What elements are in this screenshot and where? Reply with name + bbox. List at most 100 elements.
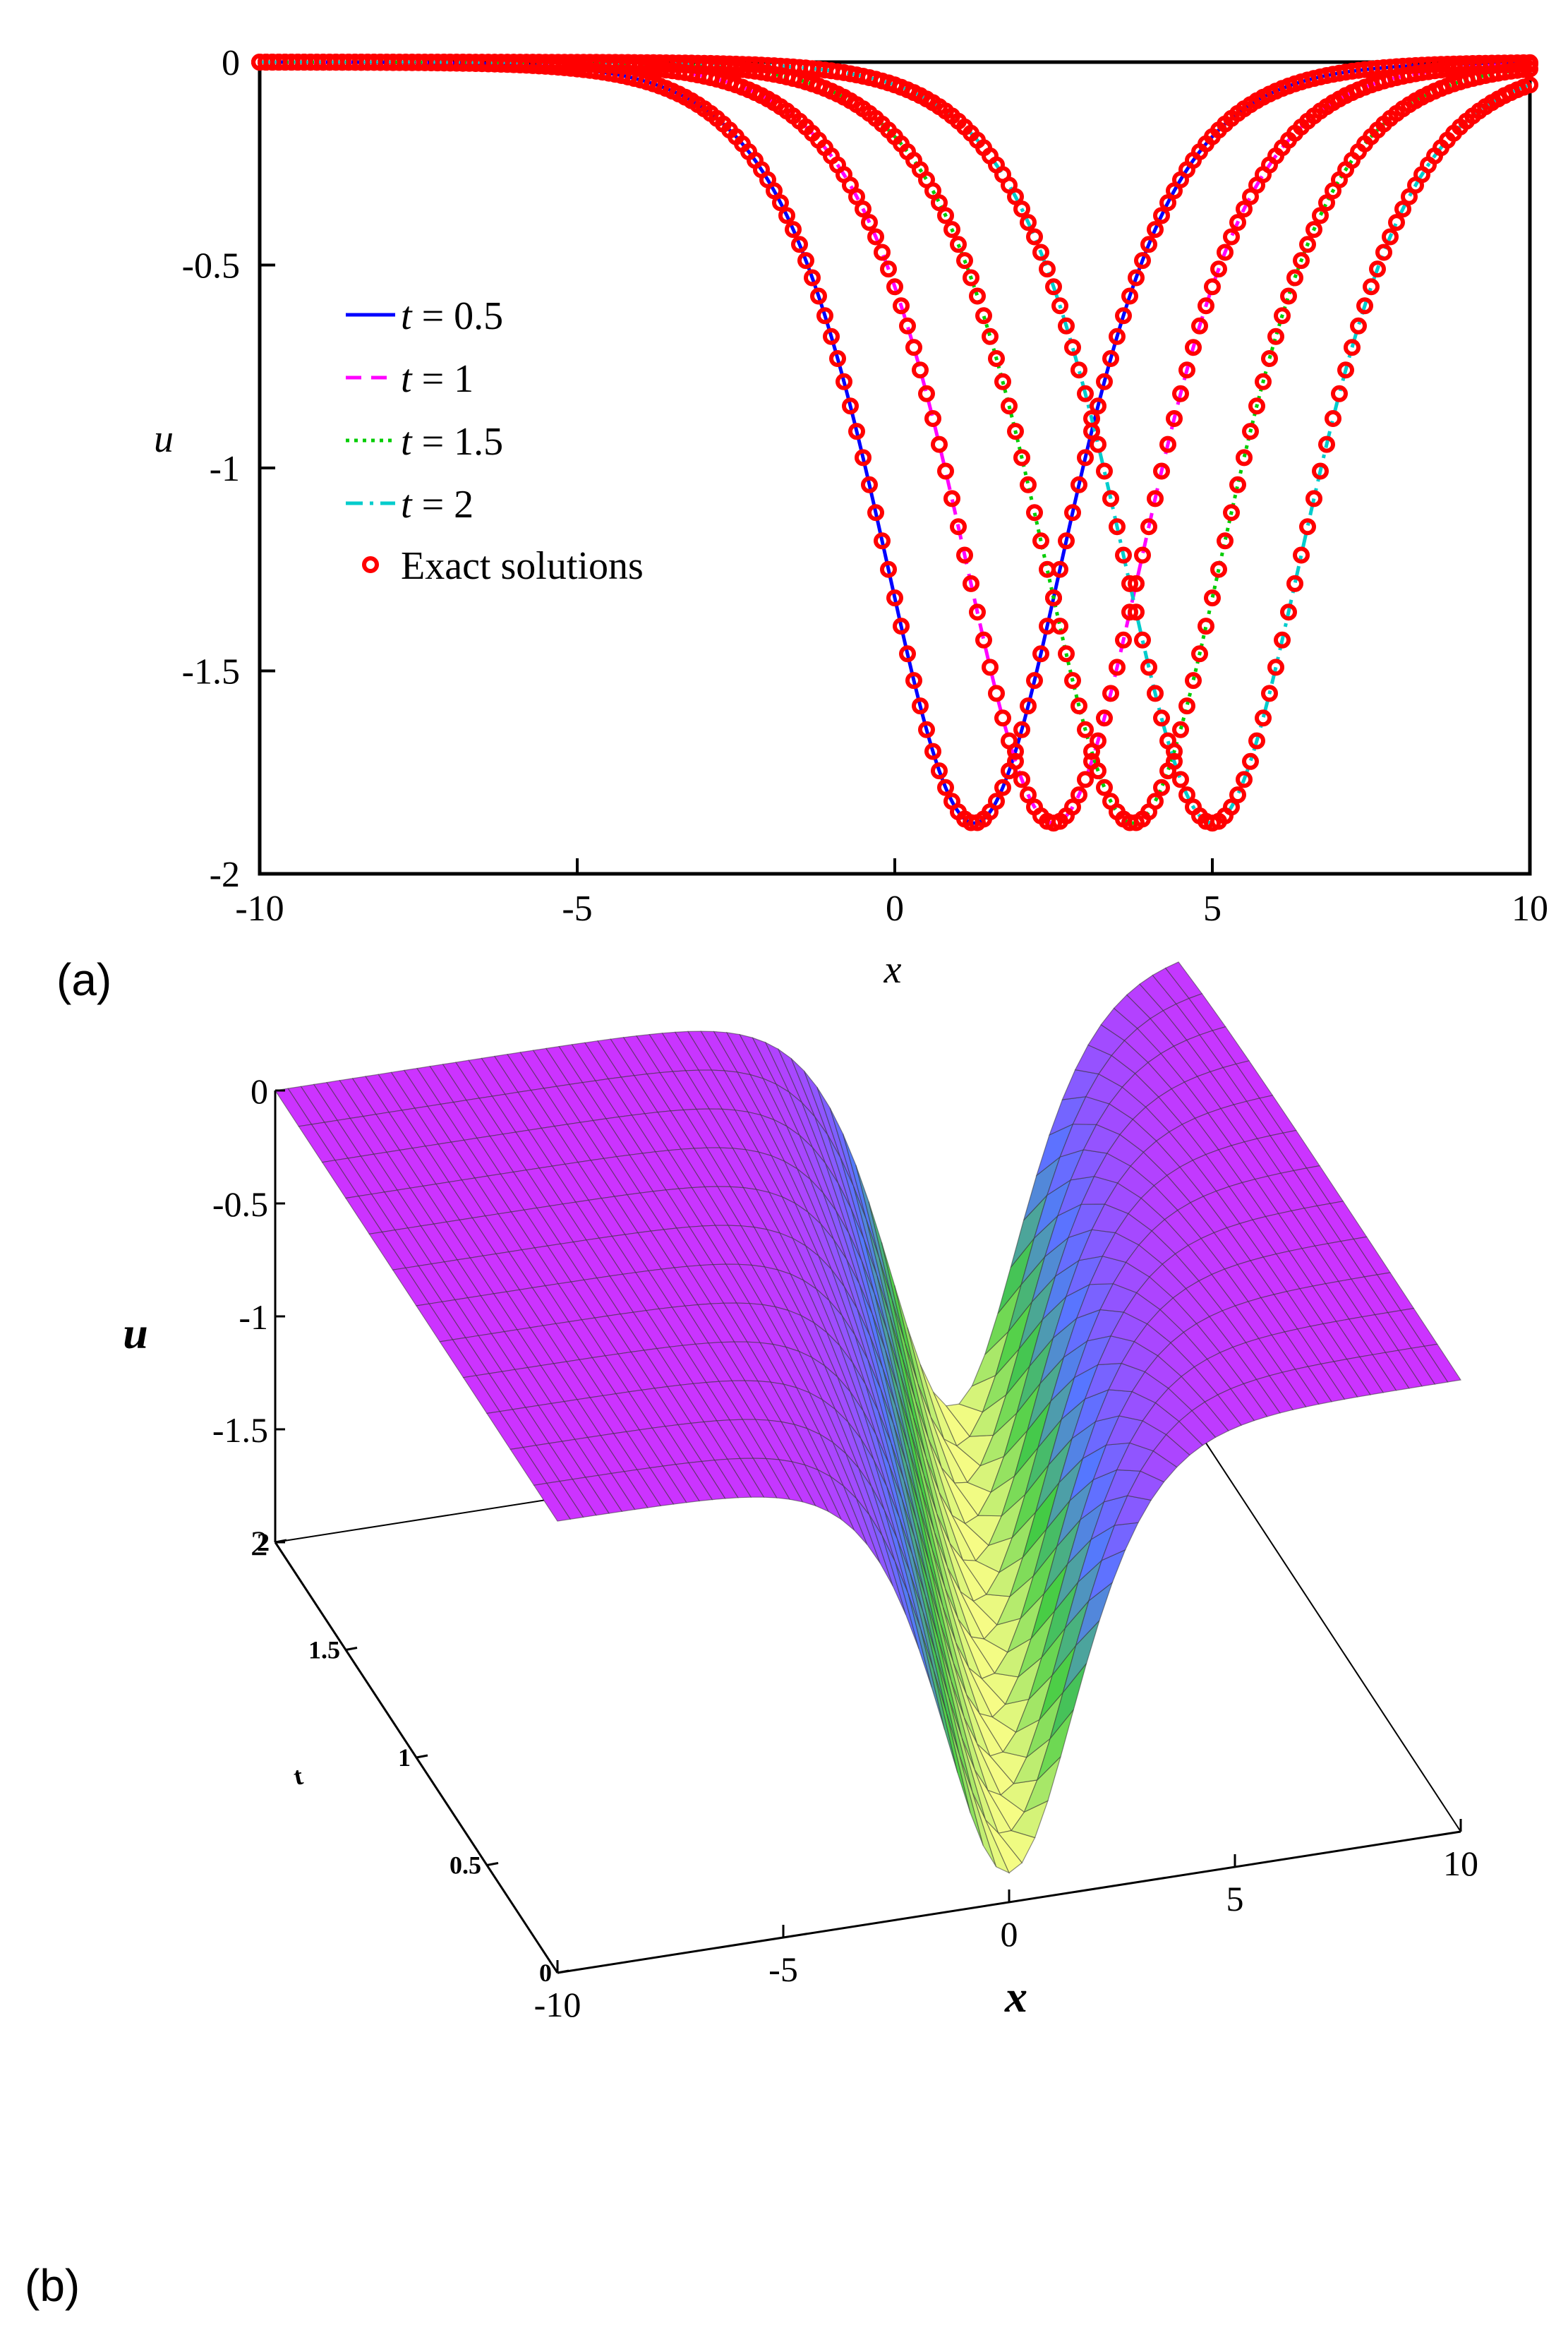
exact-solution-point [924,410,941,427]
exact-solution-point [1134,252,1151,270]
x-tick-label: -10 [235,889,284,929]
exact-solution-point [1191,645,1208,663]
exact-solution-point [1109,659,1126,676]
exact-solution-point [1045,278,1062,296]
exact-solution-point [1178,697,1195,715]
exact-solution-point [1083,743,1100,760]
exact-solution-point [1058,645,1075,663]
exact-solution-point [1331,385,1348,402]
exact-solution-point [1178,786,1195,804]
exact-solution-point [836,373,852,390]
y-tick-label: -1 [210,449,240,489]
exact-solution-point [1071,786,1087,804]
legend-entry-var: t [401,294,413,338]
exact-solution-point [1286,575,1303,592]
x-tick-label: 10 [1512,889,1548,929]
exact-solution-point [1007,423,1024,440]
exact-solution-point [880,560,897,578]
legend-entry: t = 1.5 [401,420,503,464]
exact-solution-point [1058,317,1075,335]
exact-solution-point [1344,339,1361,356]
legend-entry-value: = 1.5 [412,420,504,464]
exact-solution-point [988,793,1005,810]
exact-solution-point [880,260,897,278]
exact-solution-point [867,504,884,522]
legend-swatch-exact [362,556,379,573]
exact-solution-point [867,228,884,246]
exact-solution-point [1153,709,1170,727]
exact-solution-point [1090,435,1106,453]
exact-solution-point [1121,603,1138,621]
x-axis-title: x [883,948,902,992]
surface-t-tick-mark [345,1647,358,1651]
surface-t-tick-label: 0.5 [450,1851,481,1880]
exact-solution-point [1185,339,1202,356]
plot-a-frame [258,60,1532,876]
exact-solution-point [1020,786,1037,804]
exact-solution-point [1325,410,1341,427]
exact-solution-point [1299,518,1316,536]
exact-solution-point [1032,532,1049,550]
exact-solution-point [931,762,948,780]
exact-solution-point [1153,779,1170,796]
surface-t-tick-mark [486,1862,499,1866]
exact-solution-point [1071,361,1087,379]
y-axis-ticks: 0 -0.5 -1 -1.5 -2 [182,43,275,895]
exact-solution-point [848,423,865,440]
exact-solution-point [982,328,999,345]
exact-solution-point [861,214,878,232]
exact-solution-point [1305,221,1322,239]
exact-solution-point [950,518,967,536]
exact-solution-point [804,269,821,287]
exact-solution-point [1140,659,1157,676]
exact-solution-point [1178,361,1195,379]
exact-solution-point [1128,269,1145,287]
exact-solution-point [905,339,922,356]
exact-solution-point [1020,476,1037,493]
exact-solution-point [1140,518,1157,536]
y-tick-label: -2 [210,855,240,895]
exact-solution-point [912,697,929,715]
legend-entry-value: = 0.5 [412,294,504,338]
z-axis-title: u [123,1308,148,1358]
exact-solution-point [1153,462,1170,480]
exact-solution-point [1217,244,1234,261]
exact-solution-point [1001,397,1018,415]
exact-solution-point [963,269,979,287]
legend-entry-var: t [401,483,413,527]
exact-solution-point [1039,560,1056,578]
exact-solution-point [861,476,878,493]
exact-solution-point [1217,532,1234,550]
exact-solution-point [1204,278,1221,296]
exact-solution-point [1090,762,1106,780]
exact-solution-point [1121,287,1138,305]
exact-solution-point [956,252,973,270]
exact-solution-point [924,743,941,760]
exact-solution-point [1026,228,1043,246]
exact-solution-point [937,779,954,796]
panel-label-a: (a) [56,954,111,1005]
exact-solution-point [1153,207,1170,224]
exact-solution-point [1521,76,1538,94]
exact-solution-point [1388,214,1405,232]
exact-solution-point [1166,410,1183,427]
exact-solution-point [1515,61,1532,78]
surface-x-tick-label: 0 [1001,1914,1018,1954]
exact-solution-point [1521,60,1538,78]
exact-solution-point [1121,575,1138,592]
exact-solution-point [1293,252,1310,270]
exact-solution-point [943,490,960,507]
exact-solution-point [1198,297,1214,315]
exact-solution-point [855,200,872,218]
exact-solution-point [1071,697,1087,715]
exact-solution-point [1013,721,1030,738]
exact-solution-point [1255,709,1272,727]
legend-entry-var: t [401,420,413,464]
exact-solution-point [1204,589,1221,607]
exact-solution-point [1090,397,1106,415]
exact-solution-point [1267,659,1284,676]
exact-solution-point [1147,685,1164,702]
exact-solution-point [988,350,1005,367]
exact-solution-point [1236,200,1253,218]
